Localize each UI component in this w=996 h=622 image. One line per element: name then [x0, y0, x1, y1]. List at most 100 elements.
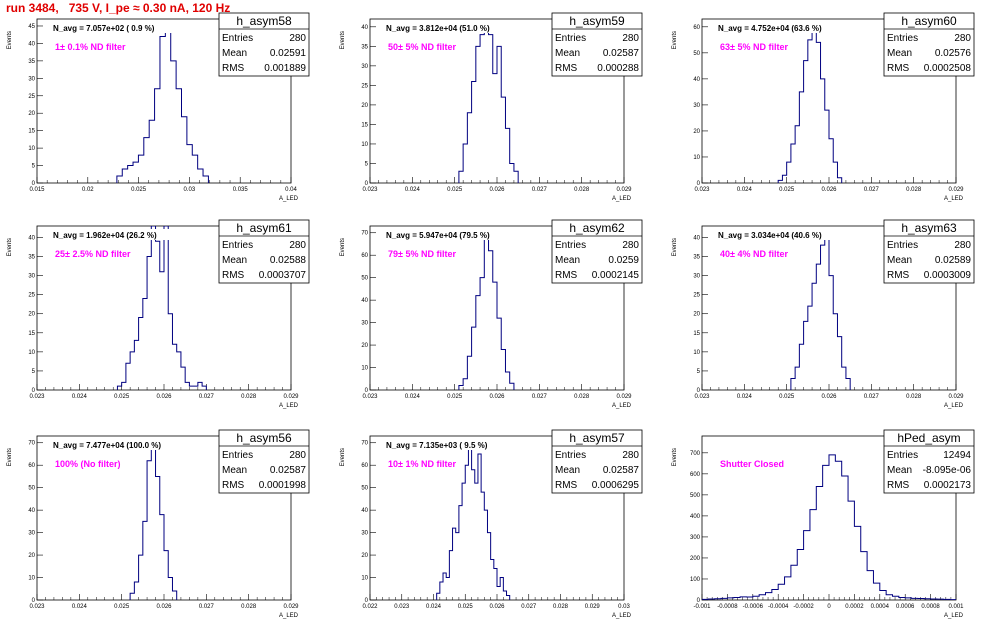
- x-tick-label: 0.027: [521, 604, 537, 610]
- y-tick-label: 35: [28, 255, 35, 261]
- y-tick-label: 40: [361, 25, 368, 31]
- x-tick-label: 0: [827, 604, 831, 610]
- filter-annotation: 63± 5% ND filter: [720, 42, 788, 52]
- x-tick-label: 0.0004: [871, 604, 890, 610]
- histogram-bars: [129, 442, 178, 600]
- y-tick-label: 60: [361, 253, 368, 259]
- y-tick-label: 15: [361, 122, 368, 128]
- x-tick-label: 0.023: [362, 394, 378, 400]
- navg-background: [716, 229, 856, 240]
- stats-label: Mean: [887, 255, 912, 266]
- x-tick-label: 0.025: [447, 394, 463, 400]
- x-tick-label: 0.024: [405, 187, 421, 193]
- y-tick-label: 15: [693, 331, 700, 337]
- y-tick-label: 40: [361, 508, 368, 514]
- y-tick-label: 25: [361, 83, 368, 89]
- y-tick-label: 10: [28, 350, 35, 356]
- x-axis-label: A_LED: [612, 196, 632, 202]
- histogram-bars: [458, 26, 519, 183]
- y-tick-label: 5: [32, 164, 36, 170]
- histogram-title: h_asym58: [236, 14, 292, 28]
- y-tick-label: 0: [365, 388, 369, 394]
- y-tick-label: 5: [32, 369, 36, 375]
- x-axis-label: A_LED: [279, 613, 299, 619]
- y-tick-label: 20: [361, 343, 368, 349]
- stats-value: 280: [289, 240, 306, 251]
- stats-label: Mean: [555, 465, 580, 476]
- y-tick-label: 500: [690, 493, 701, 499]
- y-tick-label: 0: [32, 388, 36, 394]
- stats-box: [883, 12, 975, 77]
- x-tick-label: 0.029: [948, 394, 964, 400]
- y-tick-label: 15: [28, 129, 35, 135]
- x-tick-label: 0.02: [82, 187, 94, 193]
- y-tick-label: 30: [28, 531, 35, 537]
- y-tick-label: 60: [28, 463, 35, 469]
- y-tick-label: 40: [28, 235, 35, 241]
- x-tick-label: 0.028: [553, 604, 569, 610]
- filter-annotation: 25± 2.5% ND filter: [55, 249, 131, 259]
- y-tick-label: 20: [693, 129, 700, 135]
- stats-box: [218, 219, 310, 284]
- y-tick-label: 35: [28, 59, 35, 65]
- y-axis-label: Events: [340, 238, 346, 256]
- navg-background: [384, 229, 524, 240]
- stats-label: RMS: [222, 63, 245, 74]
- x-axis-label: A_LED: [944, 403, 964, 409]
- stats-value: 0.001889: [264, 63, 306, 74]
- x-tick-label: 0.028: [574, 187, 590, 193]
- navg-annotation: N_avg = 1.962e+04 (26.2 %): [53, 231, 157, 240]
- x-tick-label: 0.025: [114, 394, 130, 400]
- navg-annotation: N_avg = 7.477e+04 (100.0 %): [53, 441, 161, 450]
- histogram-panel: 0 10 20 30 40 50 60 70 0.023 0.024 0.025 0.026 0.027…: [7, 429, 310, 619]
- y-axis-label: Events: [7, 31, 13, 49]
- stats-label: RMS: [887, 270, 910, 281]
- navg-annotation: N_avg = 7.057e+02 ( 0.9 %): [53, 24, 155, 33]
- x-tick-label: -0.0002: [793, 604, 814, 610]
- stats-value: 0.02587: [603, 48, 640, 59]
- x-tick-label: 0.029: [948, 187, 964, 193]
- histogram-bars: [790, 236, 851, 390]
- histogram-panel: 0 5 10 15 20 25 30 35 40 0.023 0.024 0.025 0.026 0.02…: [7, 219, 310, 409]
- x-tick-label: 0.0006: [896, 604, 915, 610]
- y-tick-label: 30: [28, 274, 35, 280]
- histogram-bars: [702, 454, 956, 600]
- stats-label: Entries: [555, 240, 586, 251]
- x-tick-label: 0.024: [72, 604, 88, 610]
- x-tick-label: 0.028: [906, 187, 922, 193]
- y-tick-label: 30: [693, 274, 700, 280]
- histogram-panel: 0 5 10 15 20 25 30 35 40 0.023 0.024 0.025 0.026 0.02…: [340, 12, 643, 202]
- stats-value: 0.000288: [597, 63, 639, 74]
- histogram-panel: 0 5 10 15 20 25 30 35 40 45 0.015 0.02 0.025 0.03 0.03…: [7, 12, 310, 202]
- y-tick-label: 10: [361, 576, 368, 582]
- stats-value: 0.0002173: [924, 480, 972, 491]
- x-tick-label: 0.026: [156, 604, 172, 610]
- histogram-bars: [116, 28, 209, 183]
- navg-background: [384, 439, 524, 450]
- y-tick-label: 400: [690, 514, 701, 520]
- x-tick-label: 0.024: [72, 394, 88, 400]
- stats-value: 0.02587: [270, 465, 307, 476]
- x-tick-label: 0.022: [362, 604, 378, 610]
- y-tick-label: 30: [28, 76, 35, 82]
- y-axis-label: Events: [672, 448, 678, 466]
- x-tick-label: 0.025: [458, 604, 474, 610]
- stats-box: [218, 12, 310, 77]
- x-axis-label: A_LED: [279, 196, 299, 202]
- histogram-bars: [116, 226, 207, 390]
- y-axis-label: Events: [340, 31, 346, 49]
- x-tick-label: 0.023: [694, 394, 710, 400]
- stats-value: 280: [289, 33, 306, 44]
- stats-value: 0.0006295: [592, 480, 640, 491]
- y-tick-label: 100: [690, 577, 701, 583]
- histogram-title: h_asym62: [569, 221, 625, 235]
- y-tick-label: 40: [693, 77, 700, 83]
- stats-value: 0.0259: [608, 255, 639, 266]
- stats-label: Entries: [555, 33, 586, 44]
- x-tick-label: 0.027: [199, 394, 215, 400]
- stats-label: Entries: [887, 33, 918, 44]
- histogram-title: h_asym61: [236, 221, 292, 235]
- navg-annotation: N_avg = 5.947e+04 (79.5 %): [386, 231, 490, 240]
- x-tick-label: 0.035: [233, 187, 249, 193]
- y-tick-label: 30: [361, 321, 368, 327]
